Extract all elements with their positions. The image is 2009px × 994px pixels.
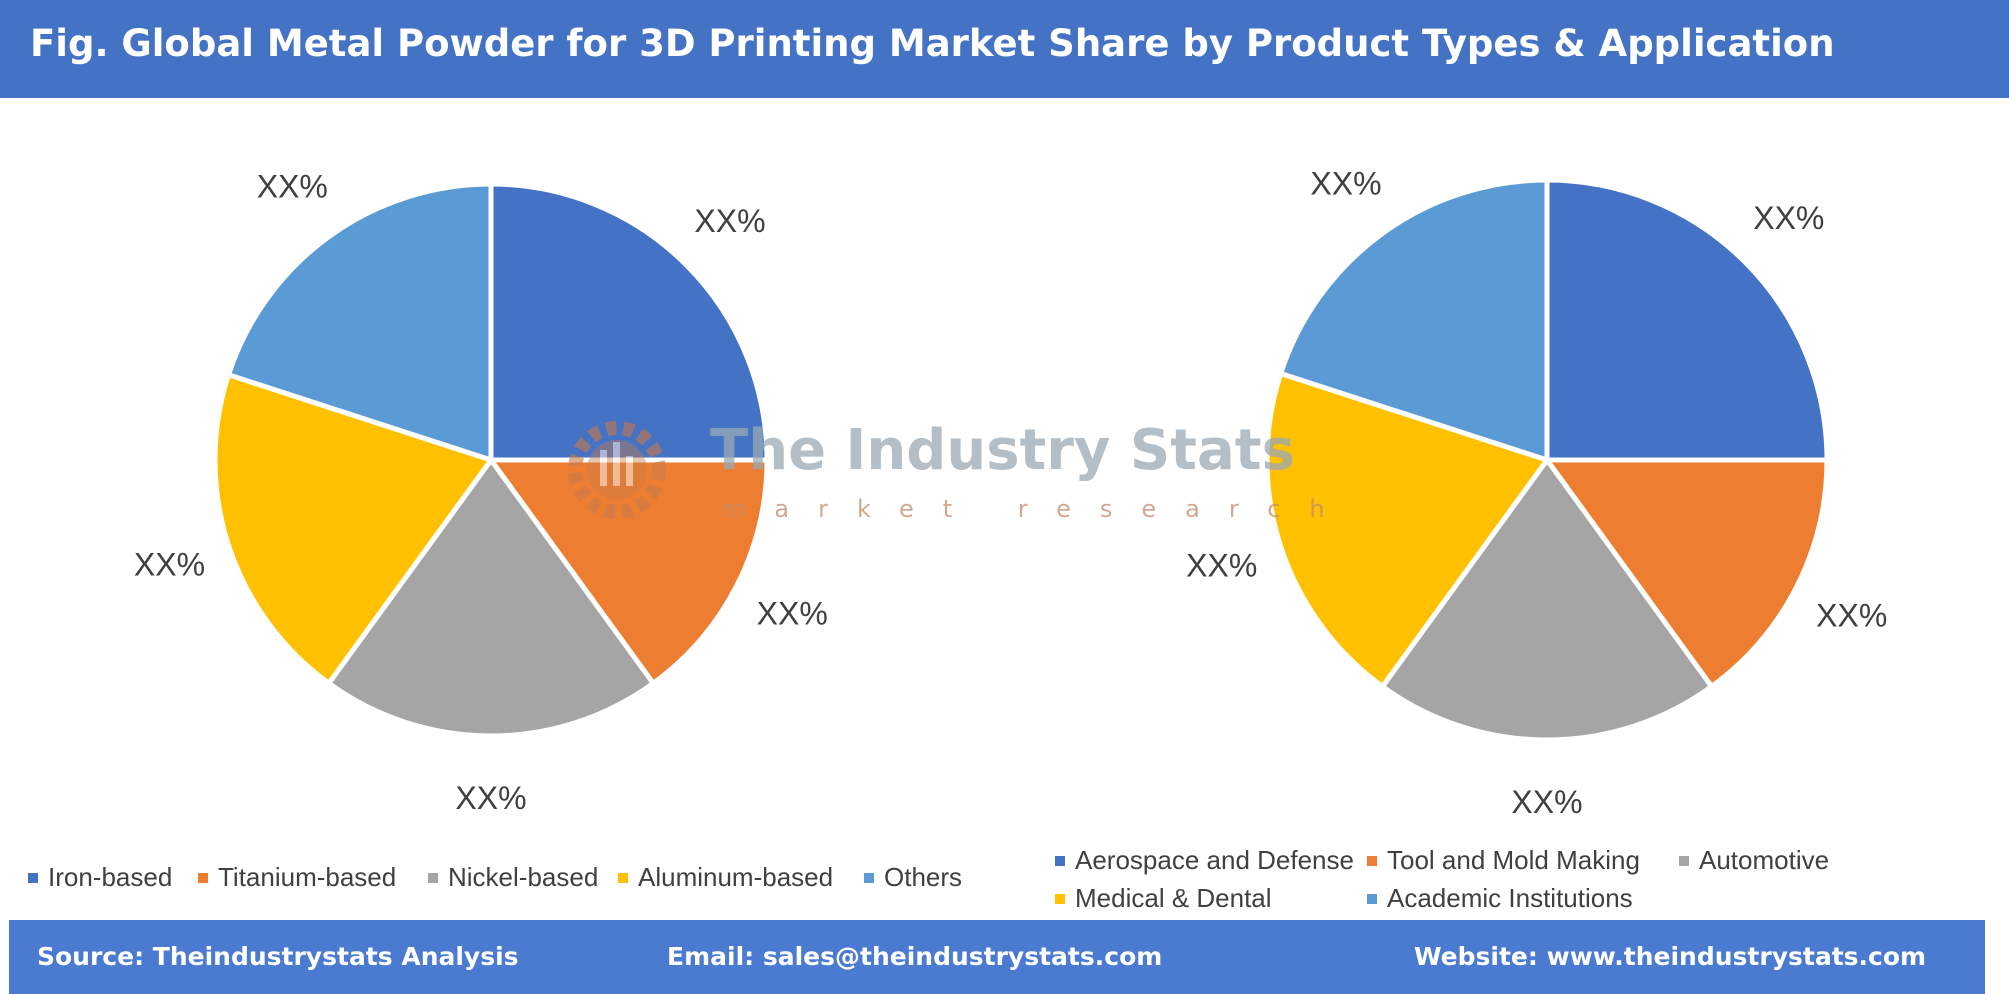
legend-label: Medical & Dental	[1075, 883, 1272, 913]
pie-chart-product-types: XX% XX% XX% XX% XX%	[134, 169, 828, 816]
legend-item: Titanium-based	[198, 862, 396, 893]
footer-source: Source: Theindustrystats Analysis	[37, 942, 519, 971]
data-label: XX%	[1186, 548, 1257, 584]
legend-swatch	[1367, 855, 1377, 866]
footer-website[interactable]: Website: www.theindustrystats.com	[1414, 942, 1927, 971]
pie-slice-nickel-based	[325, 455, 657, 739]
legend-swatch	[198, 872, 208, 883]
legend-item: Others	[864, 862, 962, 893]
legend-label: Nickel-based	[448, 862, 599, 892]
legend-item: Medical & Dental	[1055, 883, 1272, 914]
title-bar: Fig. Global Metal Powder for 3D Printing…	[0, 0, 2009, 98]
legend-item: Tool and Mold Making	[1367, 845, 1640, 876]
legend-label: Iron-based	[48, 862, 173, 892]
pie-chart-application: XX% XX% XX% XX% XX%	[1186, 165, 1887, 820]
footer-email[interactable]: Email: sales@theindustrystats.com	[667, 942, 1163, 971]
pie-slice-medical-dental	[1264, 370, 1552, 691]
data-label: XX%	[1753, 200, 1824, 236]
legend-item: Aerospace and Defense	[1055, 845, 1354, 876]
legend-item: Iron-based	[28, 862, 172, 893]
footer-bar: Source: Theindustrystats Analysis Email:…	[9, 920, 1985, 994]
pie-slice-aluminum-based	[212, 371, 496, 687]
legend-label: Others	[884, 862, 963, 892]
pie-slice-others	[225, 181, 494, 464]
data-label: XX%	[1310, 165, 1381, 201]
data-label: XX%	[1511, 784, 1582, 820]
data-label: XX%	[257, 169, 328, 205]
pie-slice-aerospace-and-defense	[1544, 177, 1830, 463]
data-label: XX%	[757, 595, 828, 631]
pie-slice-titanium-based	[486, 457, 770, 687]
watermark-title: The Industry Stats	[710, 418, 1295, 483]
pie-slice-tool-and-mold-making	[1542, 457, 1830, 691]
legend-swatch	[1055, 893, 1065, 904]
watermark-gear-icon	[568, 421, 666, 519]
data-label: XX%	[455, 780, 526, 816]
legend-item: Nickel-based	[428, 862, 598, 893]
data-label: XX%	[694, 203, 765, 239]
pie-charts: XX% XX% XX% XX% XX% XX% XX% XX% XX% XX%	[134, 165, 1887, 820]
chart-title: Fig. Global Metal Powder for 3D Printing…	[30, 22, 1835, 65]
legend-item: Automotive	[1679, 845, 1829, 876]
data-label: XX%	[134, 546, 205, 582]
watermark-subtitle: market research	[722, 495, 1354, 523]
pie-slice-iron-based	[488, 181, 770, 463]
legend-label: Aluminum-based	[638, 862, 834, 892]
legend-label: Titanium-based	[218, 862, 397, 892]
legend-label: Automotive	[1699, 845, 1830, 875]
data-label: XX%	[1816, 597, 1887, 633]
legend-swatch	[1055, 855, 1065, 866]
legend-label: Aerospace and Defense	[1075, 845, 1354, 875]
legend-swatch	[1367, 893, 1377, 904]
legend-swatch	[428, 872, 438, 883]
legend-swatch	[1679, 855, 1689, 866]
legend-item: Aluminum-based	[618, 862, 833, 893]
legend-swatch	[864, 872, 874, 883]
legend-swatch	[618, 872, 628, 883]
legend-swatch	[28, 872, 38, 883]
pie-slice-automotive	[1378, 455, 1716, 743]
legend-item: Academic Institutions	[1367, 883, 1633, 914]
legend-label: Tool and Mold Making	[1387, 845, 1640, 875]
pie-slice-academic-institutions	[1277, 177, 1550, 464]
legend-label: Academic Institutions	[1387, 883, 1633, 913]
